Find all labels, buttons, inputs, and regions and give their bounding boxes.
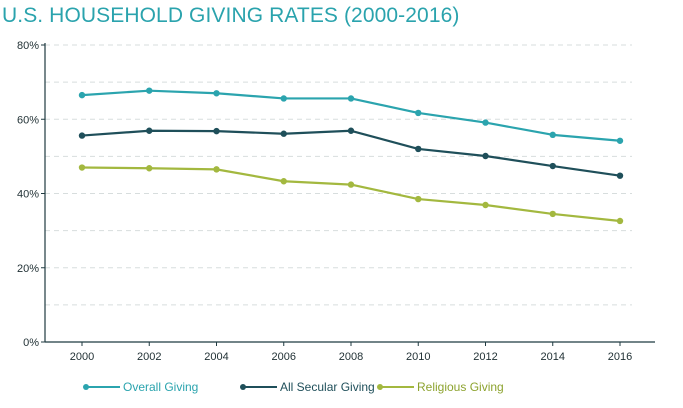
- axes: [44, 43, 655, 343]
- legend-item: Overall Giving: [83, 380, 198, 394]
- data-point: [415, 109, 422, 117]
- y-axis-ticks: 0% 20% 40% 60% 80%: [17, 40, 45, 349]
- legend-item: Religious Giving: [377, 380, 504, 394]
- data-point: [482, 152, 489, 160]
- legend-swatch-dot: [377, 384, 383, 390]
- data-point: [280, 178, 287, 185]
- data-point: [213, 90, 220, 97]
- data-point: [616, 217, 624, 225]
- data-point: [347, 95, 355, 102]
- legend: Overall Giving All Secular Giving Religiou…: [83, 380, 504, 394]
- data-point: [616, 172, 624, 179]
- data-point: [347, 181, 355, 188]
- x-tick-label: 2004: [204, 351, 228, 363]
- data-point: [78, 132, 86, 139]
- y-tick-label: 0%: [23, 337, 39, 349]
- chart-title: U.S. HOUSEHOLD GIVING RATES (2000-2016): [2, 4, 460, 27]
- data-point: [482, 119, 489, 126]
- x-tick-label: 2014: [541, 351, 565, 363]
- legend-label: All Secular Giving: [280, 380, 375, 394]
- legend-swatch-dot: [83, 384, 89, 390]
- x-tick-label: 2000: [70, 351, 94, 363]
- data-point: [549, 131, 556, 139]
- data-point: [549, 162, 556, 170]
- y-tick-label: 20%: [17, 263, 39, 275]
- x-axis-ticks: 2000 2002 2004 2006 2008 2010 2012 2014 2016: [70, 342, 632, 363]
- legend-label: Overall Giving: [123, 380, 198, 394]
- x-tick-label: 2006: [272, 351, 296, 363]
- x-tick-label: 2002: [137, 351, 161, 363]
- x-tick-label: 2008: [339, 351, 363, 363]
- data-point: [78, 164, 86, 171]
- series-all-secular-giving: [78, 127, 624, 179]
- series-line: [81, 166, 621, 223]
- x-tick-label: 2010: [406, 351, 430, 363]
- y-tick-label: 40%: [17, 189, 39, 201]
- data-point: [146, 127, 153, 134]
- y-tick-label: 80%: [17, 40, 39, 52]
- data-point: [415, 195, 422, 203]
- series-overall-giving: [78, 87, 624, 144]
- series-group: [78, 87, 624, 225]
- data-point: [280, 95, 287, 102]
- data-point: [347, 127, 355, 134]
- legend-swatch-dot: [240, 384, 246, 390]
- legend-item: All Secular Giving: [240, 380, 375, 394]
- data-point: [146, 87, 153, 94]
- data-point: [280, 130, 287, 137]
- data-point: [78, 91, 86, 99]
- legend-label: Religious Giving: [417, 380, 504, 394]
- data-point: [482, 201, 489, 209]
- data-point: [213, 166, 220, 173]
- y-tick-label: 60%: [17, 114, 39, 126]
- x-tick-label: 2016: [608, 351, 632, 363]
- data-point: [616, 137, 624, 144]
- data-point: [415, 145, 422, 153]
- x-tick-label: 2012: [473, 351, 497, 363]
- series-religious-giving: [78, 164, 624, 225]
- gridlines: [45, 44, 632, 306]
- data-point: [549, 210, 556, 218]
- data-point: [213, 127, 220, 135]
- data-point: [146, 165, 153, 172]
